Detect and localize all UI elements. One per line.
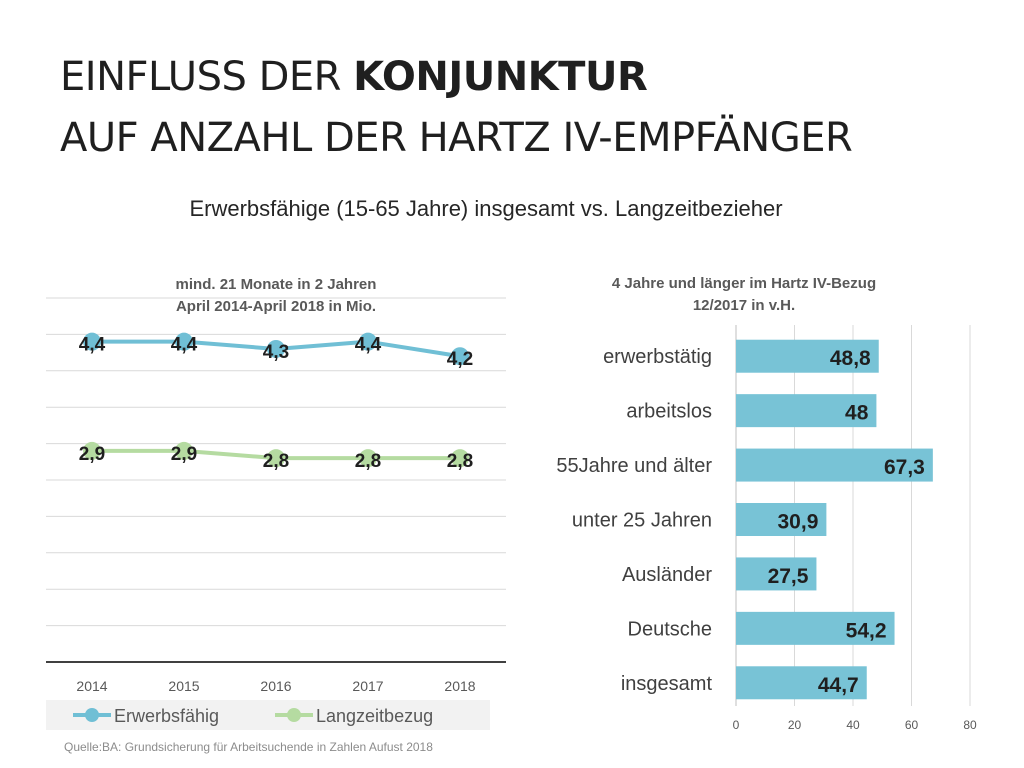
right-chart-title-line1: 4 Jahre und länger im Hartz IV-Bezug bbox=[611, 275, 877, 292]
legend-marker bbox=[287, 708, 301, 722]
category-label: insgesamt bbox=[621, 673, 713, 695]
data-label: 2,9 bbox=[79, 444, 105, 465]
right-chart-title: 4 Jahre und länger im Hartz IV-Bezug 12/… bbox=[560, 273, 928, 317]
x-tick-label: 20 bbox=[788, 718, 802, 732]
x-tick-label: 80 bbox=[963, 718, 977, 732]
bar bbox=[736, 448, 933, 482]
data-label: 4,4 bbox=[355, 335, 382, 356]
x-tick-label: 0 bbox=[733, 718, 740, 732]
legend-marker bbox=[85, 708, 99, 722]
x-tick-label: 2016 bbox=[260, 678, 291, 694]
x-tick-label: 40 bbox=[846, 718, 860, 732]
left-chart-title-line1: mind. 21 Monate in 2 Jahren bbox=[175, 276, 377, 293]
bar bbox=[736, 611, 895, 645]
bar-value-label: 30,9 bbox=[778, 511, 819, 534]
x-tick-label: 2014 bbox=[76, 678, 107, 694]
left-chart-title-line2: April 2014-April 2018 in Mio. bbox=[175, 298, 377, 315]
category-label: 55Jahre und älter bbox=[556, 455, 712, 477]
data-point bbox=[267, 339, 285, 358]
left-chart-title: mind. 21 Monate in 2 Jahren April 2014-A… bbox=[46, 274, 506, 318]
bar bbox=[736, 557, 817, 591]
category-label: unter 25 Jahren bbox=[572, 510, 712, 532]
bar-value-label: 54,2 bbox=[846, 619, 887, 642]
bar bbox=[736, 666, 867, 700]
title-normal-part: EINFLUSS DER bbox=[60, 54, 354, 100]
page-title-line1: EINFLUSS DER KONJUNKTUR bbox=[60, 54, 648, 100]
bar-value-label: 27,5 bbox=[768, 565, 809, 588]
bar bbox=[736, 339, 879, 373]
data-point bbox=[359, 332, 377, 351]
bar-value-label: 67,3 bbox=[884, 456, 925, 479]
x-tick-label: 60 bbox=[905, 718, 919, 732]
page-subtitle: Erwerbsfähige (15-65 Jahre) insgesamt vs… bbox=[189, 196, 783, 221]
data-label: 2,9 bbox=[171, 444, 197, 465]
data-point bbox=[175, 441, 193, 460]
legend-label-langzeitbezug: Langzeitbezug bbox=[316, 706, 433, 726]
data-label: 4,4 bbox=[171, 335, 198, 356]
x-tick-label: 2018 bbox=[444, 678, 475, 694]
data-label: 2,8 bbox=[355, 451, 381, 472]
legend-box bbox=[46, 700, 490, 730]
title-bold-part: KONJUNKTUR bbox=[353, 54, 648, 100]
data-point bbox=[175, 332, 193, 351]
bar-value-label: 48 bbox=[845, 402, 869, 425]
legend-label-erwerbsfähig: Erwerbsfähig bbox=[114, 706, 219, 726]
bar bbox=[736, 394, 877, 428]
category-label: Ausländer bbox=[622, 564, 712, 586]
data-point bbox=[451, 347, 469, 366]
data-label: 2,8 bbox=[263, 451, 289, 472]
right-chart-title-line2: 12/2017 in v.H. bbox=[692, 297, 796, 314]
data-point bbox=[359, 449, 377, 468]
data-point bbox=[451, 449, 469, 468]
source-note: Quelle:BA: Grundsicherung für Arbeitsuch… bbox=[64, 740, 433, 754]
data-point bbox=[267, 449, 285, 468]
category-label: erwerbstätig bbox=[603, 346, 712, 368]
data-point bbox=[83, 441, 101, 460]
data-point bbox=[83, 332, 101, 351]
data-label: 4,4 bbox=[79, 335, 106, 356]
bar-value-label: 44,7 bbox=[818, 674, 859, 697]
data-label: 4,3 bbox=[263, 342, 289, 363]
bar bbox=[736, 503, 827, 536]
page-title-line2: AUF ANZAHL DER HARTZ IV-EMPFÄNGER bbox=[60, 115, 853, 161]
category-label: Deutsche bbox=[628, 618, 713, 640]
data-label: 4,2 bbox=[447, 349, 473, 370]
x-tick-label: 2015 bbox=[168, 678, 199, 694]
data-label: 2,8 bbox=[447, 451, 473, 472]
bar-value-label: 48,8 bbox=[830, 347, 871, 370]
category-label: arbeitslos bbox=[626, 401, 712, 423]
x-tick-label: 2017 bbox=[352, 678, 383, 694]
